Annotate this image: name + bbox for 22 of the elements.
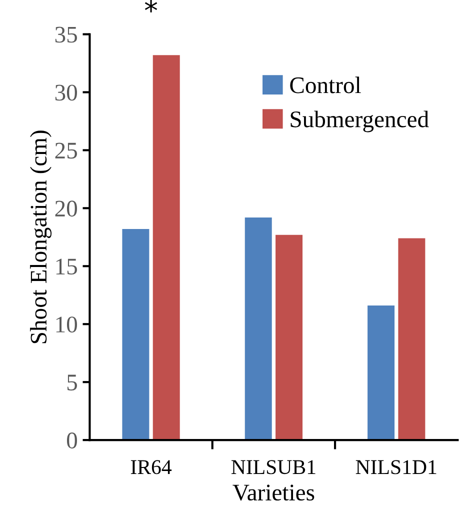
bar [244,217,272,440]
x-tick-label: IR64 [130,460,172,474]
y-tick-label: 35 [55,26,77,43]
bar [122,229,150,440]
y-tick-label: 25 [55,142,77,159]
text: * [144,0,158,12]
bar [152,55,180,440]
y-tick-label: 10 [56,316,77,333]
y-axis-title: Shoot Elongation (cm) [30,130,52,344]
legend-label: Submergenced [290,110,429,132]
y-tick-label: 15 [56,258,77,275]
bar [276,234,303,440]
x-axis-title: Varieties [232,484,314,501]
x-tick-label: NILSUB1 [231,460,316,474]
x-tick-label: NILS1D1 [356,460,436,474]
bar [368,306,395,440]
legend-label: Control [290,76,361,94]
y-tick-label: 5 [67,374,77,390]
bar [398,238,426,440]
y-tick-label: 30 [55,84,77,101]
y-tick-label: 0 [66,432,77,448]
y-tick-label: 20 [55,200,77,217]
